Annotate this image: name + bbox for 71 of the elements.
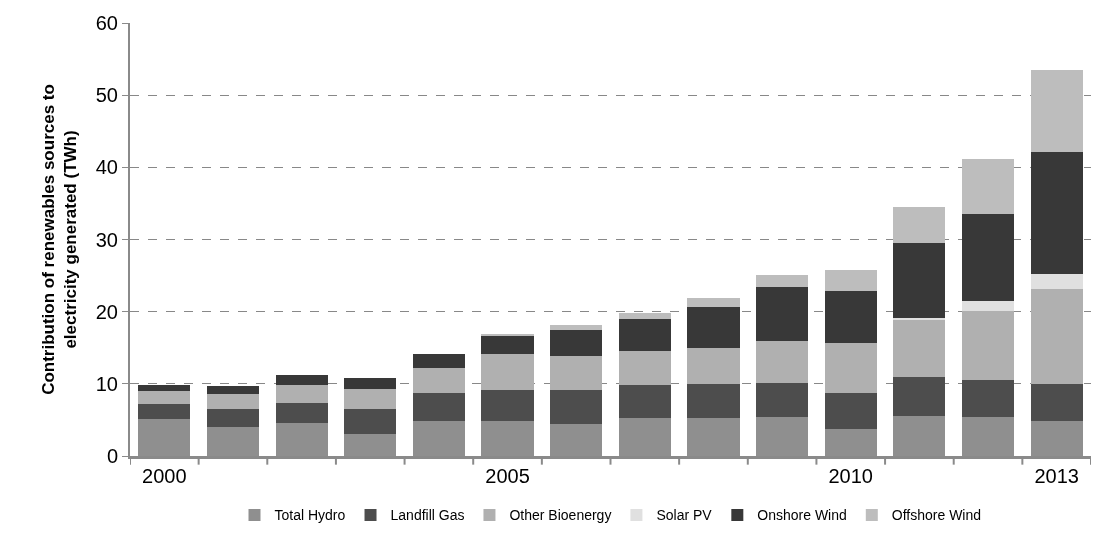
bar bbox=[1030, 69, 1083, 153]
legend-label: Solar PV bbox=[656, 507, 713, 524]
bar bbox=[412, 354, 465, 368]
bar bbox=[618, 351, 671, 385]
bar bbox=[412, 367, 465, 394]
bar bbox=[550, 355, 603, 391]
y-tick-label: 50 bbox=[95, 84, 118, 107]
bar bbox=[961, 380, 1015, 418]
bar bbox=[756, 274, 809, 288]
bar bbox=[824, 290, 877, 343]
legend-label: Total Hydro bbox=[274, 507, 346, 524]
bar bbox=[275, 403, 328, 423]
y-tick-label: 10 bbox=[95, 372, 118, 395]
x-tick-label: 2000 bbox=[142, 465, 187, 487]
bar bbox=[1030, 274, 1083, 289]
bar bbox=[687, 297, 740, 308]
bar bbox=[893, 207, 946, 244]
y-tick-label: 60 bbox=[95, 12, 118, 34]
bar bbox=[1030, 152, 1083, 275]
bar bbox=[756, 287, 809, 342]
x-tick-label: 2005 bbox=[485, 465, 530, 487]
bar bbox=[893, 319, 946, 378]
bar bbox=[481, 389, 534, 422]
bar bbox=[481, 334, 534, 337]
bar bbox=[1030, 383, 1083, 422]
x-tick-label: 2010 bbox=[828, 465, 873, 487]
bar bbox=[618, 384, 671, 419]
bar bbox=[618, 313, 671, 319]
bar bbox=[961, 159, 1015, 214]
bar bbox=[550, 329, 603, 356]
bar bbox=[618, 318, 671, 352]
bar bbox=[550, 390, 603, 424]
bar bbox=[687, 383, 740, 419]
bar bbox=[824, 342, 877, 394]
bar bbox=[206, 393, 260, 410]
legend-label: Offshore Wind bbox=[891, 507, 982, 524]
bar bbox=[687, 348, 740, 384]
legend-label: Onshore Wind bbox=[757, 507, 847, 524]
bar bbox=[412, 393, 465, 422]
bar bbox=[824, 269, 877, 291]
y-tick-label: 40 bbox=[95, 156, 118, 179]
y-tick-label: 20 bbox=[95, 300, 118, 323]
bar bbox=[481, 354, 534, 390]
y-axis-title: Contribution of renewables sources to electricity generated (TWh) bbox=[38, 84, 80, 395]
bar bbox=[344, 409, 397, 435]
bar bbox=[893, 243, 946, 319]
bar bbox=[275, 384, 328, 404]
bar bbox=[1030, 288, 1083, 384]
bar bbox=[756, 341, 809, 384]
bar bbox=[961, 300, 1015, 311]
bar bbox=[138, 391, 191, 405]
bar bbox=[687, 307, 740, 349]
legend-label: Other Bioenergy bbox=[509, 507, 612, 524]
y-tick-label: 30 bbox=[95, 228, 118, 251]
bar bbox=[344, 388, 397, 410]
bar bbox=[206, 409, 260, 428]
legend-label: Landfill Gas bbox=[390, 507, 465, 524]
bar bbox=[138, 384, 191, 392]
bar bbox=[961, 213, 1015, 301]
bar bbox=[756, 383, 809, 418]
bar bbox=[275, 375, 328, 385]
bar bbox=[206, 386, 260, 394]
bar bbox=[138, 404, 191, 420]
bar bbox=[893, 377, 946, 416]
bar bbox=[481, 336, 534, 355]
bar bbox=[824, 393, 877, 430]
bar bbox=[344, 378, 397, 389]
bar bbox=[550, 325, 603, 330]
y-tick-label: 0 bbox=[106, 445, 118, 467]
bar bbox=[961, 310, 1015, 381]
x-tick-label: 2013 bbox=[1034, 465, 1079, 487]
